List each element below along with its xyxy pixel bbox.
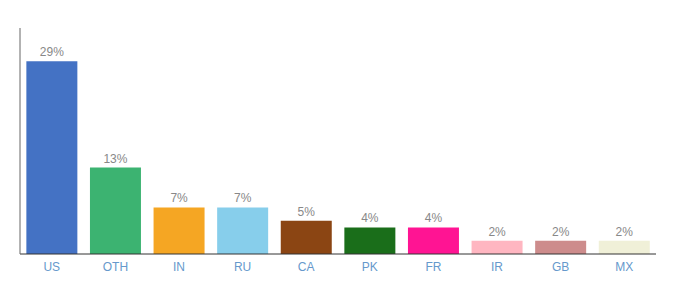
svg-text:4%: 4% — [425, 211, 443, 225]
svg-text:CA: CA — [298, 260, 315, 274]
svg-text:29%: 29% — [40, 45, 64, 59]
svg-text:PK: PK — [362, 260, 378, 274]
svg-text:7%: 7% — [170, 191, 188, 205]
svg-text:US: US — [43, 260, 60, 274]
svg-text:FR: FR — [425, 260, 441, 274]
svg-text:5%: 5% — [298, 205, 316, 219]
svg-text:4%: 4% — [361, 211, 379, 225]
svg-text:7%: 7% — [234, 191, 252, 205]
svg-text:2%: 2% — [552, 225, 570, 239]
svg-text:IN: IN — [173, 260, 185, 274]
svg-text:RU: RU — [234, 260, 251, 274]
svg-text:2%: 2% — [488, 225, 506, 239]
svg-text:GB: GB — [552, 260, 569, 274]
svg-text:IR: IR — [491, 260, 503, 274]
svg-text:2%: 2% — [616, 225, 634, 239]
svg-text:13%: 13% — [103, 152, 127, 166]
svg-text:MX: MX — [615, 260, 633, 274]
svg-text:OTH: OTH — [103, 260, 128, 274]
